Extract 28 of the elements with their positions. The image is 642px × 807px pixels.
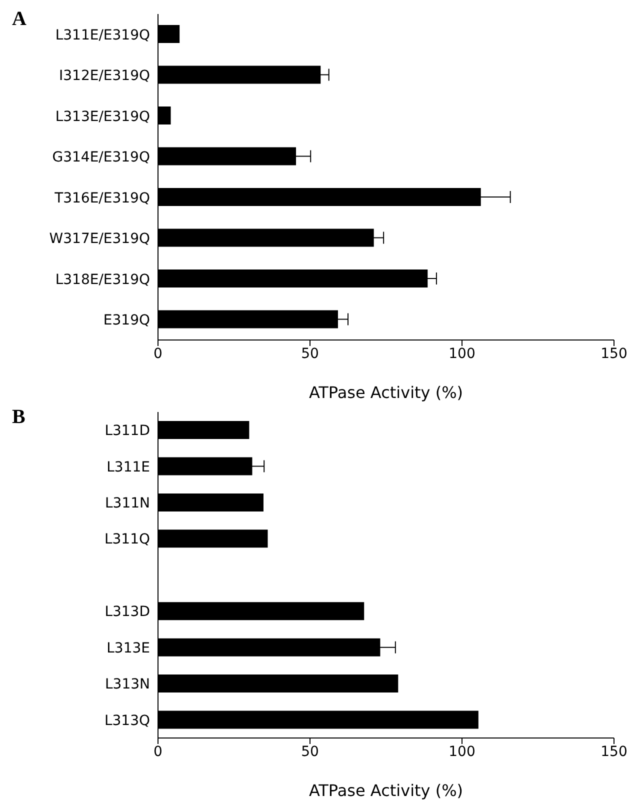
y-tick-label: L313N	[105, 676, 150, 693]
x-tick-label: 150	[600, 744, 628, 760]
x-axis-title: ATPase Activity (%)	[308, 781, 464, 800]
y-tick-label: L313Q	[104, 712, 150, 729]
y-tick-label: L313E/E319Q	[55, 108, 150, 125]
y-tick-label: L311N	[105, 496, 150, 512]
x-axis-title: ATPase Activity (%)	[308, 383, 464, 402]
y-tick-label: L311E	[106, 459, 150, 476]
x-tick-label: 0	[154, 744, 162, 760]
x-tick-label: 100	[448, 744, 476, 760]
y-tick-label: L311E/E319Q	[55, 27, 150, 44]
chart-title: A	[12, 8, 26, 31]
chart-title: B	[12, 406, 26, 429]
x-tick-label: 50	[301, 744, 319, 760]
x-tick-label: 0	[154, 346, 162, 362]
x-tick-label: 150	[600, 346, 628, 362]
y-tick-label: I312E/E319Q	[59, 68, 150, 84]
y-tick-label: G314E/E319Q	[52, 150, 150, 166]
x-tick-label: 100	[448, 346, 476, 362]
y-tick-label: L311Q	[104, 532, 150, 548]
y-tick-label: L313D	[104, 604, 150, 620]
y-tick-label: T316E/E319Q	[54, 190, 150, 206]
y-tick-label: L318E/E319Q	[55, 272, 150, 288]
y-tick-label: E319Q	[103, 312, 150, 329]
x-tick-label: 50	[301, 346, 319, 362]
y-tick-label: L311D	[104, 423, 150, 440]
y-tick-label: W317E/E319Q	[49, 231, 150, 248]
y-tick-label: L313E	[106, 640, 150, 656]
